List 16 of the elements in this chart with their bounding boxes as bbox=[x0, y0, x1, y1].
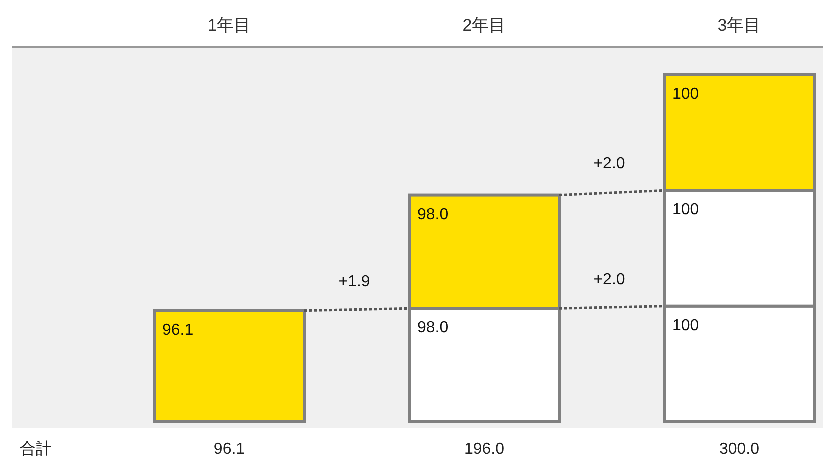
data-label: 96.1 bbox=[162, 322, 194, 339]
data-label: 100 bbox=[672, 317, 700, 334]
x-tick-label: 2年目 bbox=[462, 16, 506, 35]
total-label: 300.0 bbox=[719, 441, 760, 458]
x-tick-label: 3年目 bbox=[718, 16, 762, 35]
text: 合計 bbox=[20, 440, 52, 458]
data-label: 98.0 bbox=[418, 206, 449, 224]
total-label: 196.0 bbox=[464, 441, 505, 458]
annotation: +2.0 bbox=[594, 156, 626, 173]
data-label: 98.0 bbox=[418, 320, 449, 337]
data-label: 100 bbox=[672, 202, 700, 219]
annotation: +1.9 bbox=[338, 274, 370, 291]
annotation: +2.0 bbox=[594, 271, 626, 288]
total-label: 96.1 bbox=[214, 441, 246, 458]
x-tick-label: 1年目 bbox=[208, 16, 252, 35]
data-label: 100 bbox=[672, 86, 700, 103]
